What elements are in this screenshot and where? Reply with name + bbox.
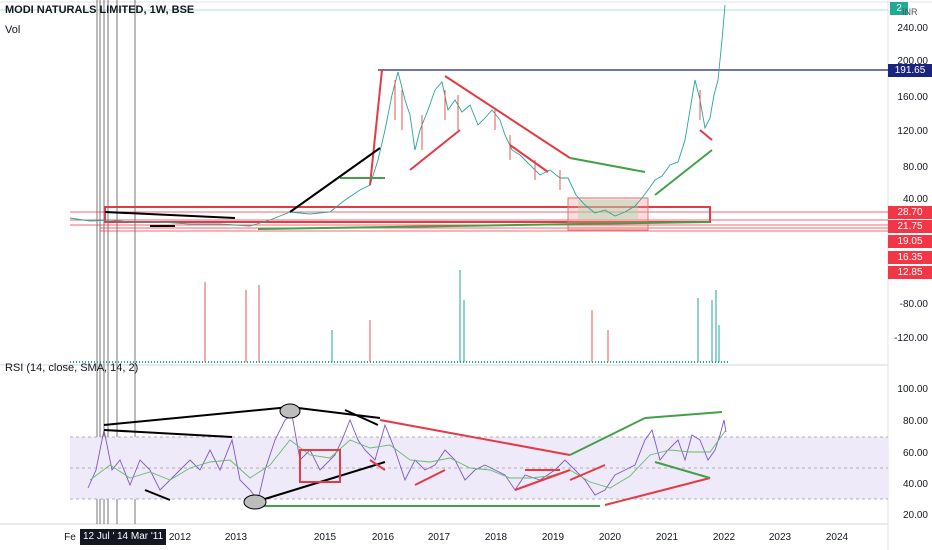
time-label: 2012 — [168, 532, 192, 543]
time-label: 2021 — [655, 532, 679, 543]
price-badge[interactable]: 12.85 — [888, 266, 932, 279]
price-badge[interactable]: 21.75 — [888, 220, 932, 233]
symbol-title[interactable]: MODI NATURALS LIMITED, 1W, BSE — [5, 4, 195, 16]
time-label: 2018 — [484, 532, 508, 543]
time-label: 2020 — [598, 532, 622, 543]
rsi-tick: 60.00 — [902, 448, 928, 459]
time-label: 2015 — [313, 532, 337, 543]
rsi-sma — [89, 429, 727, 489]
accumulation-zone-inner — [578, 200, 638, 220]
volume-tick: -80.00 — [899, 299, 928, 310]
rsi-trough-marker[interactable] — [243, 494, 267, 510]
time-label: 2022 — [712, 532, 736, 543]
price-tick: 160.00 — [897, 92, 928, 103]
price-badge[interactable]: 19.05 — [888, 235, 932, 248]
currency-label: INR — [902, 7, 918, 17]
rsi-indicator-label[interactable]: RSI (14, close, SMA, 14, 2) — [5, 362, 139, 374]
price-tick: 40.00 — [902, 194, 928, 205]
volume-label[interactable]: Vol — [5, 24, 21, 36]
support-zone-lines — [70, 211, 888, 232]
time-label-cut: Fe — [64, 532, 76, 543]
time-label: 2013 — [224, 532, 248, 543]
time-label: 2017 — [427, 532, 451, 543]
price-trendlines[interactable] — [104, 69, 713, 230]
time-label: 2024 — [825, 532, 849, 543]
rsi-trendlines[interactable] — [103, 406, 723, 507]
price-tick: 240.00 — [897, 23, 928, 34]
price-tick: 120.00 — [897, 126, 928, 137]
time-marker-date[interactable]: 14 Mar '11 — [114, 529, 167, 545]
volume-bars — [204, 270, 720, 362]
rsi-tick: 20.00 — [902, 510, 928, 521]
time-label: 2023 — [768, 532, 792, 543]
support-zone-box[interactable] — [104, 206, 711, 223]
last-price-badge: 2 — [890, 2, 908, 15]
price-badge-resistance[interactable]: 191.65 — [888, 64, 932, 77]
rsi-tick: 40.00 — [902, 479, 928, 490]
volume-tick: -120.00 — [894, 333, 928, 344]
rsi-consolidation-box[interactable] — [299, 449, 341, 483]
price-badge[interactable]: 16.35 — [888, 251, 932, 264]
price-series — [69, 4, 726, 227]
price-candles-down — [394, 80, 701, 190]
rsi-tick: 100.00 — [897, 384, 928, 395]
rsi-tick: 80.00 — [902, 416, 928, 427]
time-label: 2016 — [371, 532, 395, 543]
price-tick: 200.00 — [897, 56, 928, 67]
time-label: 2019 — [541, 532, 565, 543]
price-badge[interactable]: 28.70 — [888, 206, 932, 219]
rsi-peak-marker[interactable] — [279, 403, 301, 419]
price-tick: 80.00 — [902, 162, 928, 173]
rsi-line — [87, 414, 727, 502]
